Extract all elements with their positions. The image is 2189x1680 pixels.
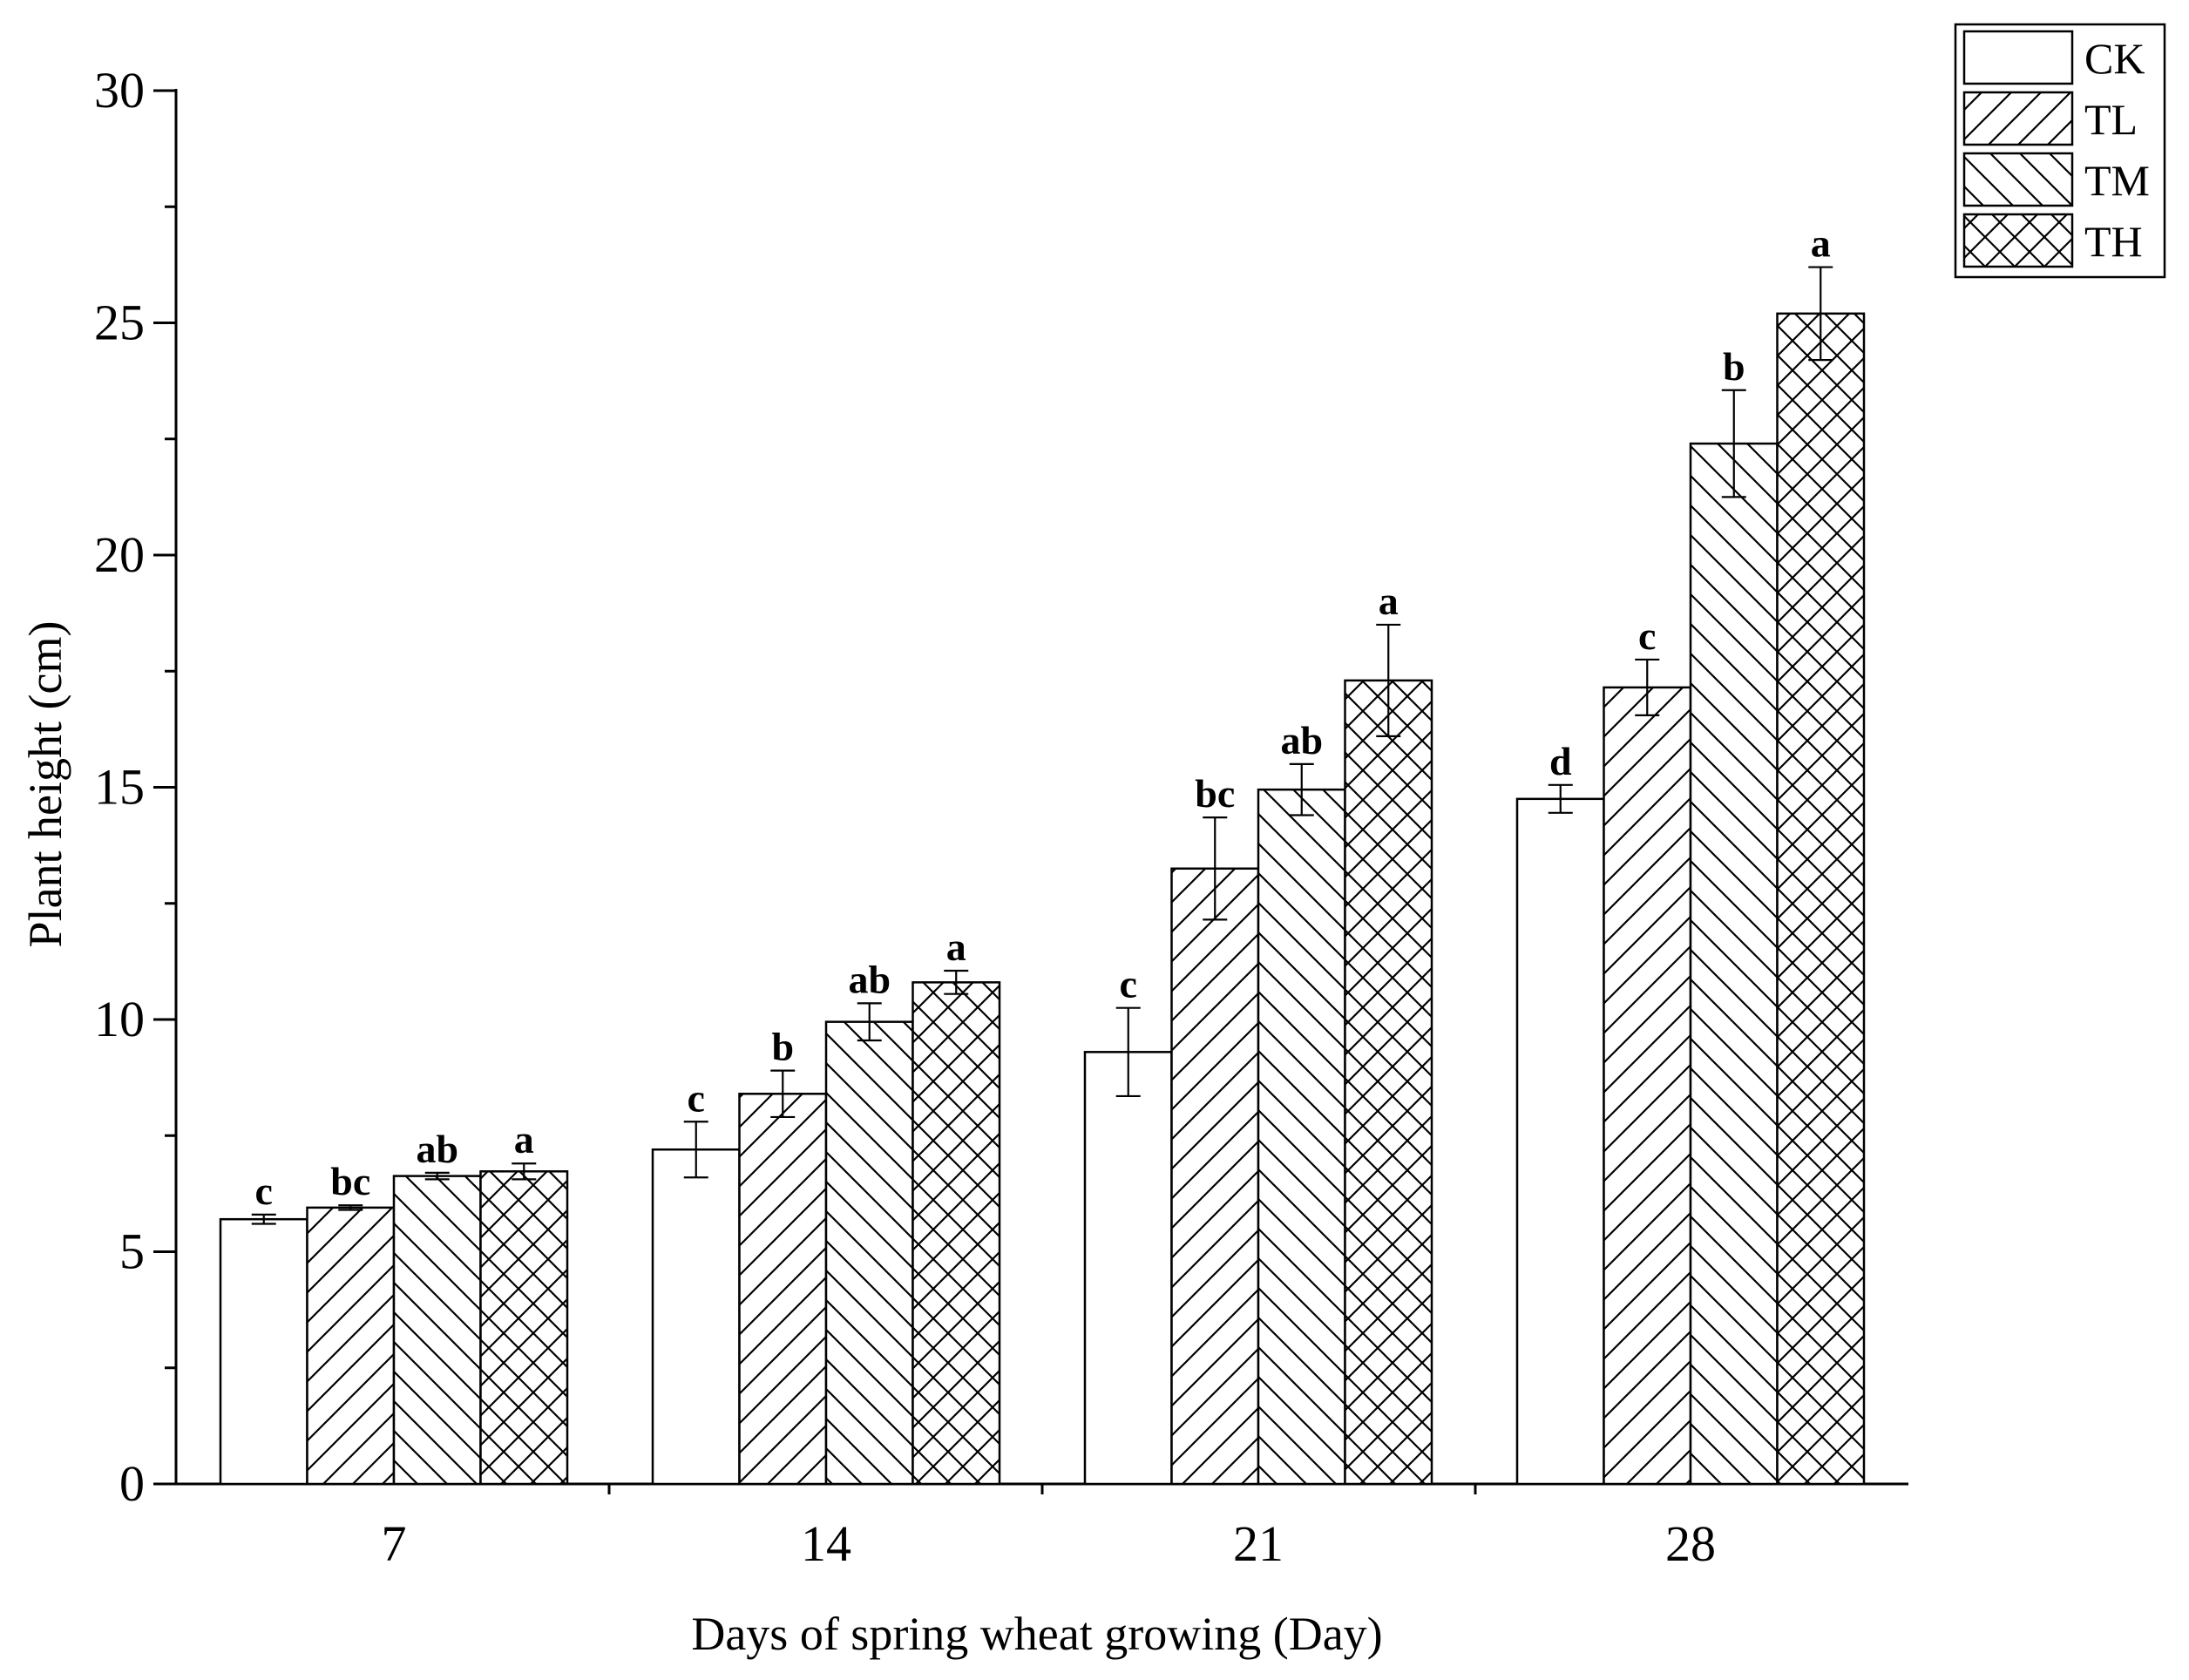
error-bars	[251, 266, 1833, 1225]
x-tick-label: 21	[1233, 1515, 1284, 1572]
bar-ck	[1083, 1051, 1173, 1486]
bar-tl	[738, 1093, 828, 1486]
bar-tl	[1603, 686, 1692, 1486]
bar-ck	[219, 1217, 308, 1486]
significance-letters: c c c d bc b bc c ab ab ab b a a a a	[255, 221, 1831, 1213]
y-tick-label: 5	[119, 1223, 145, 1280]
significance-letter: ab	[848, 957, 891, 1001]
significance-letter: ab	[1280, 718, 1323, 762]
y-axis: 0 5 10 15 20 25 30	[94, 62, 178, 1512]
legend-label-th: TH	[2084, 217, 2143, 266]
y-tick-label: 0	[119, 1455, 145, 1512]
x-axis-title: Days of spring wheat growing (Day)	[691, 1608, 1382, 1660]
legend-swatch-th	[1962, 213, 2074, 268]
bar-th	[1344, 679, 1433, 1486]
y-tick-label: 20	[94, 526, 145, 583]
x-tick-label: 7	[382, 1515, 407, 1572]
significance-letter: c	[1120, 962, 1137, 1006]
significance-letter: bc	[1195, 771, 1235, 816]
significance-letter: a	[514, 1117, 534, 1162]
legend-label-ck: CK	[2084, 34, 2145, 83]
significance-letter: c	[255, 1169, 273, 1213]
x-tick-label: 14	[801, 1515, 851, 1572]
significance-letter: b	[771, 1025, 794, 1069]
significance-letter: ab	[416, 1127, 458, 1171]
bar-th	[912, 981, 1001, 1486]
y-tick-label: 25	[94, 295, 145, 351]
significance-letter: b	[1723, 344, 1745, 389]
significance-letter: d	[1549, 739, 1572, 783]
bar-th	[479, 1170, 569, 1486]
y-tick-label: 30	[94, 62, 145, 119]
significance-letter: a	[1811, 221, 1831, 266]
significance-letter: bc	[330, 1159, 370, 1203]
significance-letter: a	[1379, 579, 1399, 623]
x-axis: 7 14 21 28	[176, 1482, 1908, 1572]
legend-swatch-tl	[1962, 91, 2074, 146]
bar-ck	[651, 1148, 741, 1486]
legend-swatch-ck	[1962, 30, 2074, 85]
bar-tm	[824, 1020, 914, 1486]
legend: CK TL TM TH	[1954, 23, 2166, 279]
y-tick-label: 10	[94, 991, 145, 1047]
x-tick-label: 28	[1665, 1515, 1716, 1572]
legend-label-tl: TL	[2084, 95, 2138, 144]
bar-tm	[1689, 442, 1779, 1486]
bar-tm	[1257, 788, 1346, 1486]
bar-tl	[306, 1206, 396, 1486]
bar-th	[1776, 312, 1866, 1486]
significance-letter: a	[946, 925, 966, 969]
significance-letter: c	[688, 1075, 705, 1120]
bar-tm	[392, 1175, 482, 1486]
bar-ck	[1515, 797, 1605, 1486]
significance-letter: c	[1638, 613, 1656, 658]
legend-swatch-tm	[1962, 152, 2074, 207]
y-tick-label: 15	[94, 759, 145, 816]
bar-tl	[1170, 867, 1260, 1486]
y-axis-title: Plant height (cm)	[19, 621, 71, 948]
bars	[219, 312, 1866, 1486]
legend-label-tm: TM	[2084, 156, 2150, 205]
